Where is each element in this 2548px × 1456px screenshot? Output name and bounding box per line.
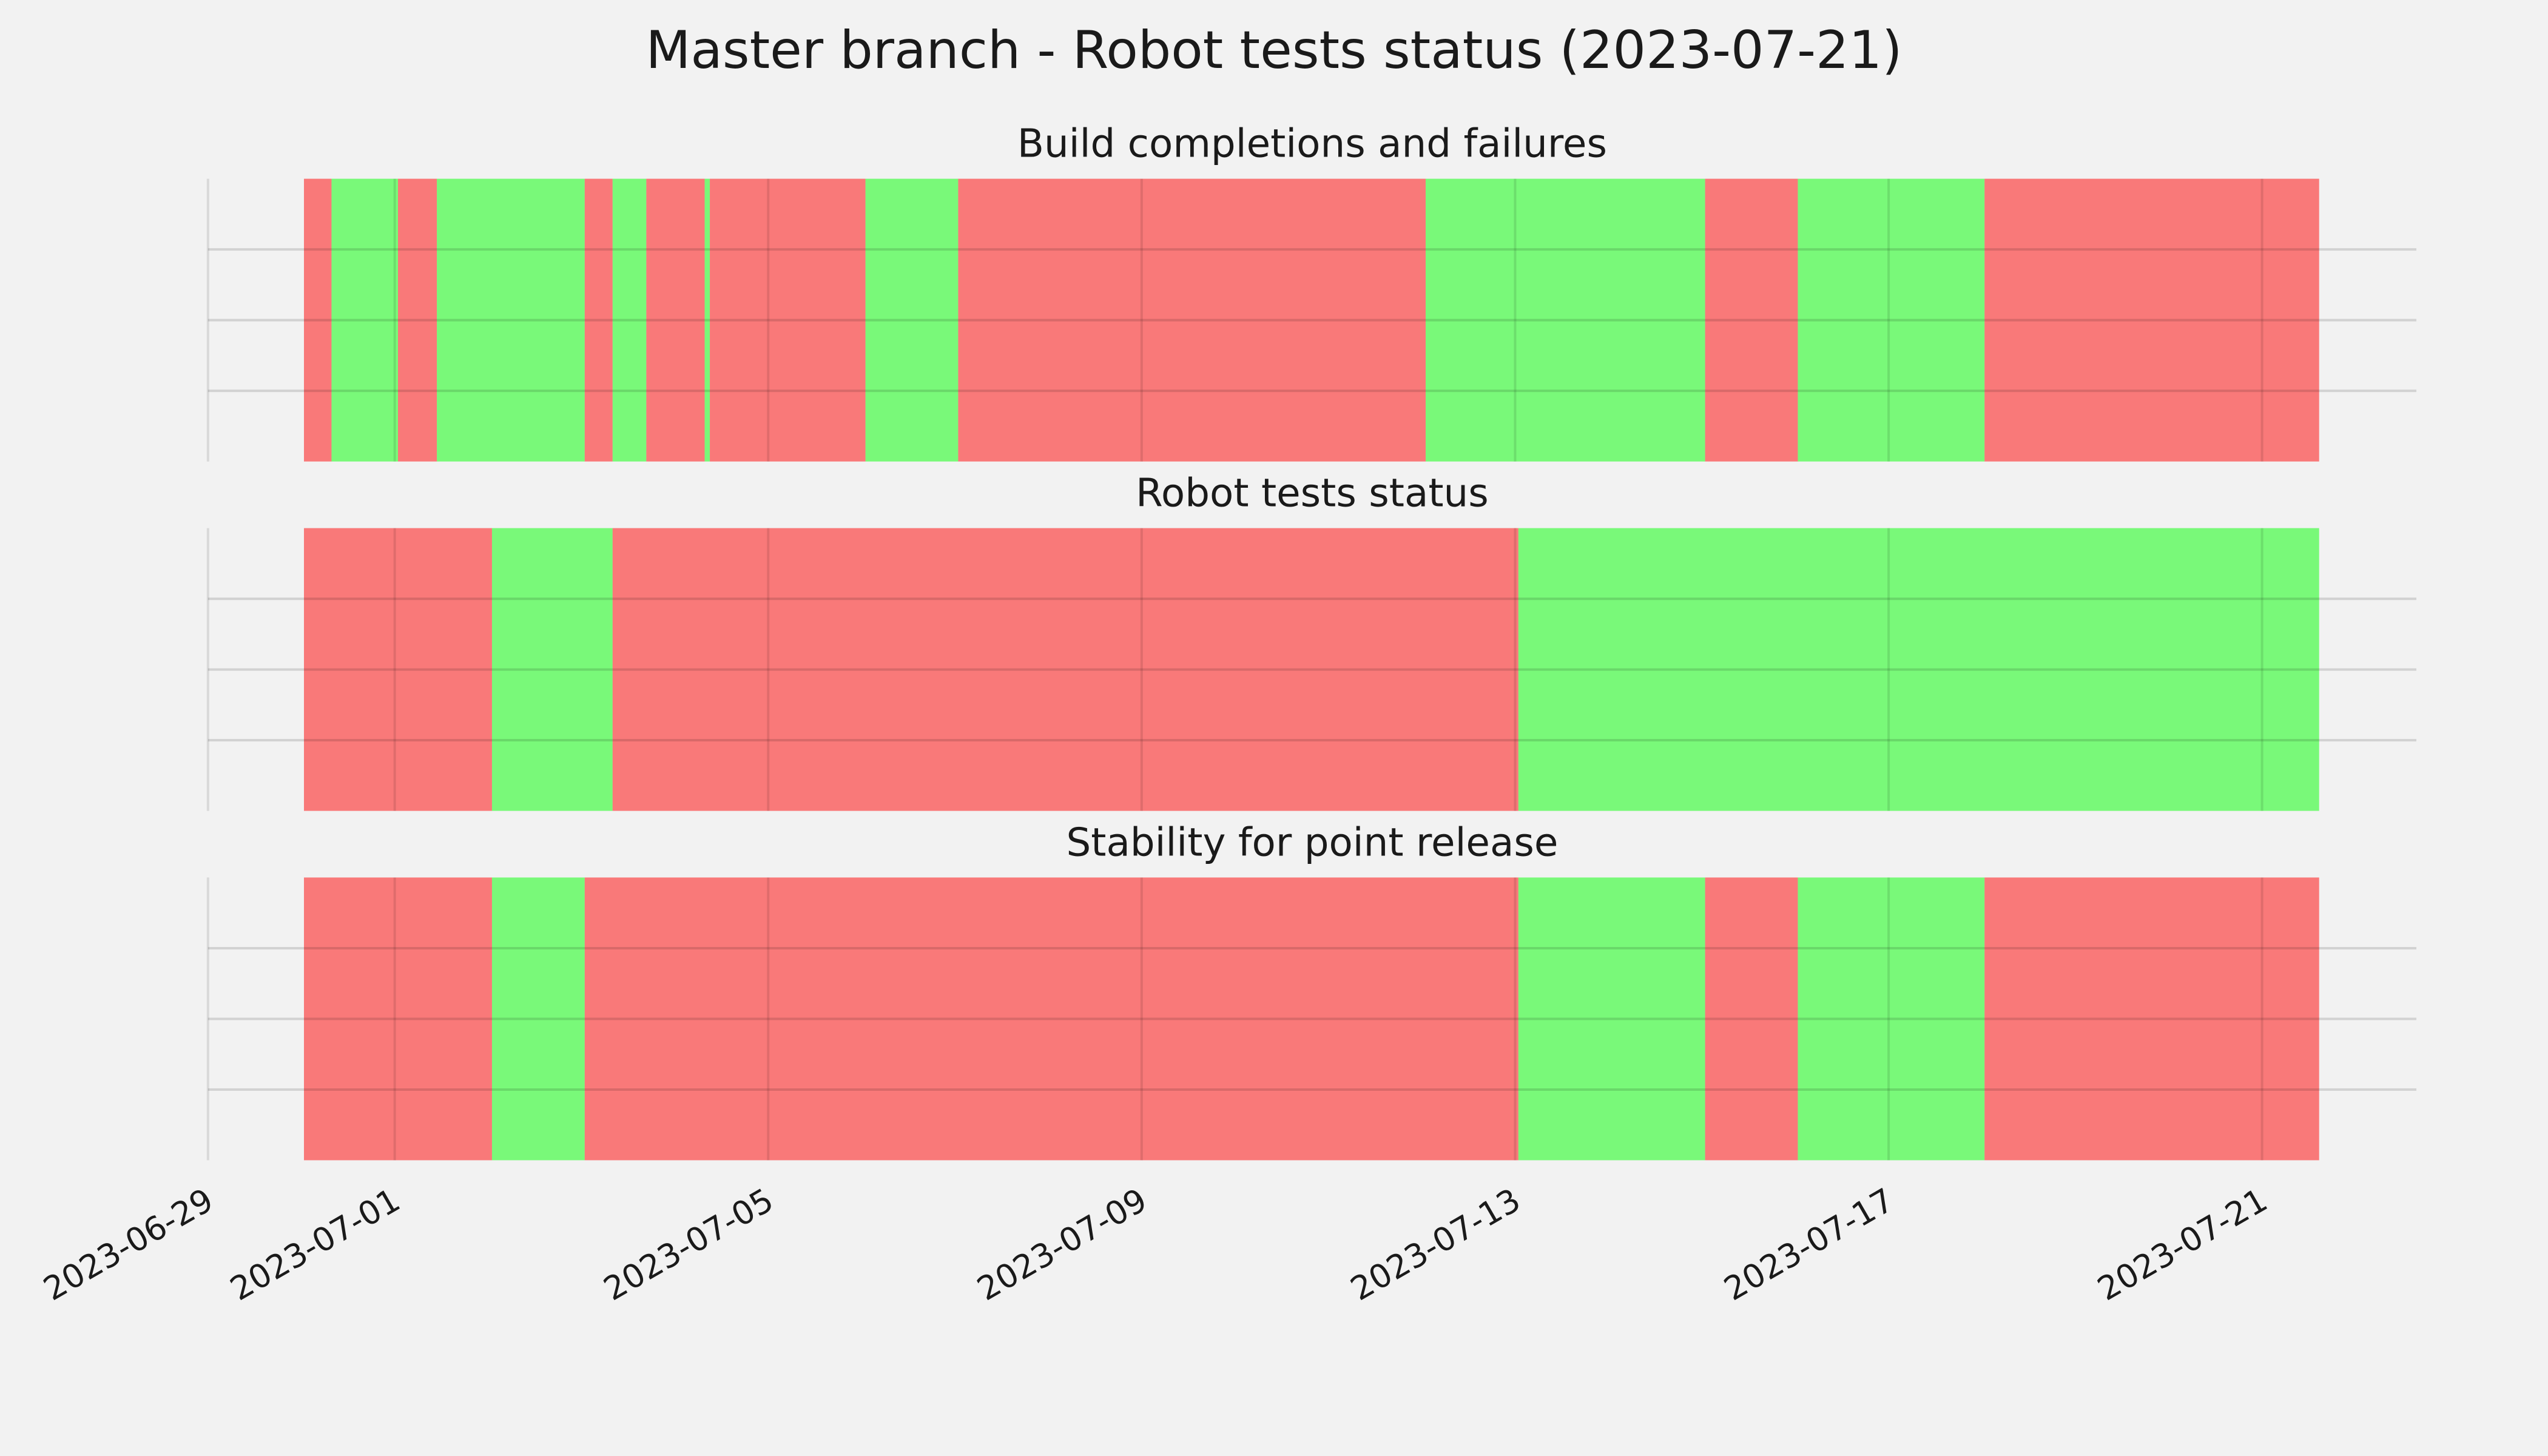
status-span xyxy=(1518,528,2319,811)
status-span xyxy=(865,178,959,462)
status-span xyxy=(491,528,613,811)
status-span xyxy=(646,178,705,462)
status-span xyxy=(437,178,585,462)
subplot-title: Stability for point release xyxy=(1067,820,1559,865)
status-span xyxy=(584,877,1518,1161)
status-span xyxy=(1518,877,1705,1161)
status-span xyxy=(304,178,332,462)
status-span xyxy=(704,178,710,462)
status-span xyxy=(1984,178,2319,462)
status-span xyxy=(1798,178,1985,462)
status-span xyxy=(612,178,647,462)
status-span xyxy=(491,877,585,1161)
subplot-title: Build completions and failures xyxy=(1017,121,1607,167)
status-span xyxy=(1705,877,1798,1161)
status-span xyxy=(1798,877,1985,1161)
status-span xyxy=(1984,877,2319,1161)
status-span xyxy=(958,178,1426,462)
status-span xyxy=(710,178,866,462)
status-span xyxy=(584,178,613,462)
status-span xyxy=(1705,178,1798,462)
status-span xyxy=(304,877,492,1161)
subplot-title: Robot tests status xyxy=(1136,471,1489,516)
status-span xyxy=(1425,178,1705,462)
status-span xyxy=(331,178,399,462)
status-span xyxy=(304,528,492,811)
chart-title: Master branch - Robot tests status (2023… xyxy=(645,20,1902,81)
status-span xyxy=(398,178,437,462)
status-span xyxy=(612,528,1518,811)
